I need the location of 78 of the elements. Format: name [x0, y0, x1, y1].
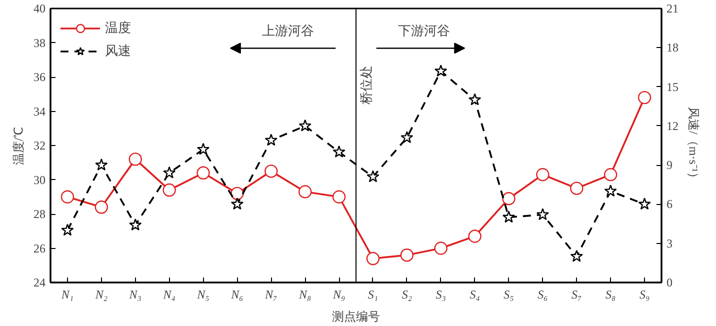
y2-tick-label: 9: [666, 158, 672, 172]
point: [128, 152, 142, 166]
annotation: 上游河谷: [262, 22, 314, 38]
y-tick-label: 38: [34, 36, 46, 50]
annotation: 桥位处: [358, 66, 374, 106]
point: [163, 166, 176, 178]
legend-label: 风速: [105, 42, 131, 60]
point: [60, 190, 74, 204]
point: [196, 166, 210, 180]
point: [536, 168, 550, 182]
point: [162, 183, 176, 197]
point: [570, 182, 584, 195]
point: [502, 210, 516, 223]
x-tick-label: S₁: [368, 288, 378, 302]
x-tick-label: S₆: [538, 288, 548, 302]
x-tick-label: N₉: [332, 288, 346, 302]
point: [298, 185, 312, 198]
point: [400, 248, 414, 262]
y-tick-label: 30: [34, 172, 46, 187]
x-tick-label: N₂: [94, 288, 108, 302]
point: [196, 142, 210, 155]
y2-axis-title: 风速/（m·s⁻¹）: [686, 107, 700, 184]
point: [230, 198, 244, 210]
point: [61, 224, 74, 236]
point: [434, 64, 448, 77]
point: [400, 131, 414, 144]
y-tick-label: 24: [34, 276, 46, 290]
point: [366, 252, 380, 266]
point: [604, 184, 617, 197]
y-tick-label: 36: [34, 70, 46, 84]
point: [94, 200, 108, 214]
y-tick-label: 40: [34, 2, 46, 16]
point: [536, 208, 549, 220]
x-tick-label: N₄: [162, 288, 176, 302]
y2-tick-label: 0: [666, 276, 672, 290]
point: [129, 218, 142, 231]
point: [332, 145, 346, 158]
point: [468, 230, 482, 243]
x-tick-label: S₂: [402, 288, 412, 302]
y-tick-label: 32: [34, 138, 46, 152]
y2-tick-label: 15: [666, 80, 678, 94]
point: [638, 90, 652, 104]
y-tick-label: 26: [34, 241, 46, 256]
x-axis-title: 测点编号: [332, 310, 380, 324]
point: [332, 190, 346, 204]
x-tick-label: N₃: [128, 288, 142, 302]
x-tick-label: S₇: [572, 288, 582, 302]
point: [95, 158, 108, 171]
point: [468, 93, 482, 106]
x-tick-label: N₈: [298, 288, 312, 302]
point: [638, 198, 651, 210]
y2-tick-label: 3: [666, 236, 672, 250]
annotation: 下游河谷: [398, 22, 450, 38]
point: [366, 170, 380, 182]
y2-tick-label: 6: [666, 197, 672, 212]
point: [604, 168, 618, 182]
point: [570, 250, 583, 262]
x-tick-label: S₃: [436, 288, 446, 302]
y-tick-label: 34: [34, 104, 46, 118]
x-tick-label: N₁: [60, 288, 74, 302]
x-tick-label: S₈: [605, 288, 616, 302]
point: [502, 192, 516, 206]
point: [264, 164, 278, 178]
y-tick-label: 28: [34, 207, 46, 221]
x-tick-label: N₇: [264, 288, 278, 302]
point: [264, 134, 278, 146]
y2-tick-label: 18: [666, 40, 678, 55]
y2-tick-label: 21: [666, 2, 678, 16]
legend-label: 温度: [105, 19, 131, 37]
point: [298, 119, 312, 132]
y-axis-title: 温度/℃: [12, 126, 26, 166]
x-tick-label: S₄: [470, 288, 480, 302]
y2-tick-label: 12: [666, 118, 678, 133]
x-tick-label: S₉: [639, 288, 650, 302]
x-tick-label: N₆: [230, 288, 244, 302]
x-tick-label: N₅: [196, 288, 210, 302]
point: [434, 242, 448, 255]
x-tick-label: S₅: [504, 288, 514, 302]
